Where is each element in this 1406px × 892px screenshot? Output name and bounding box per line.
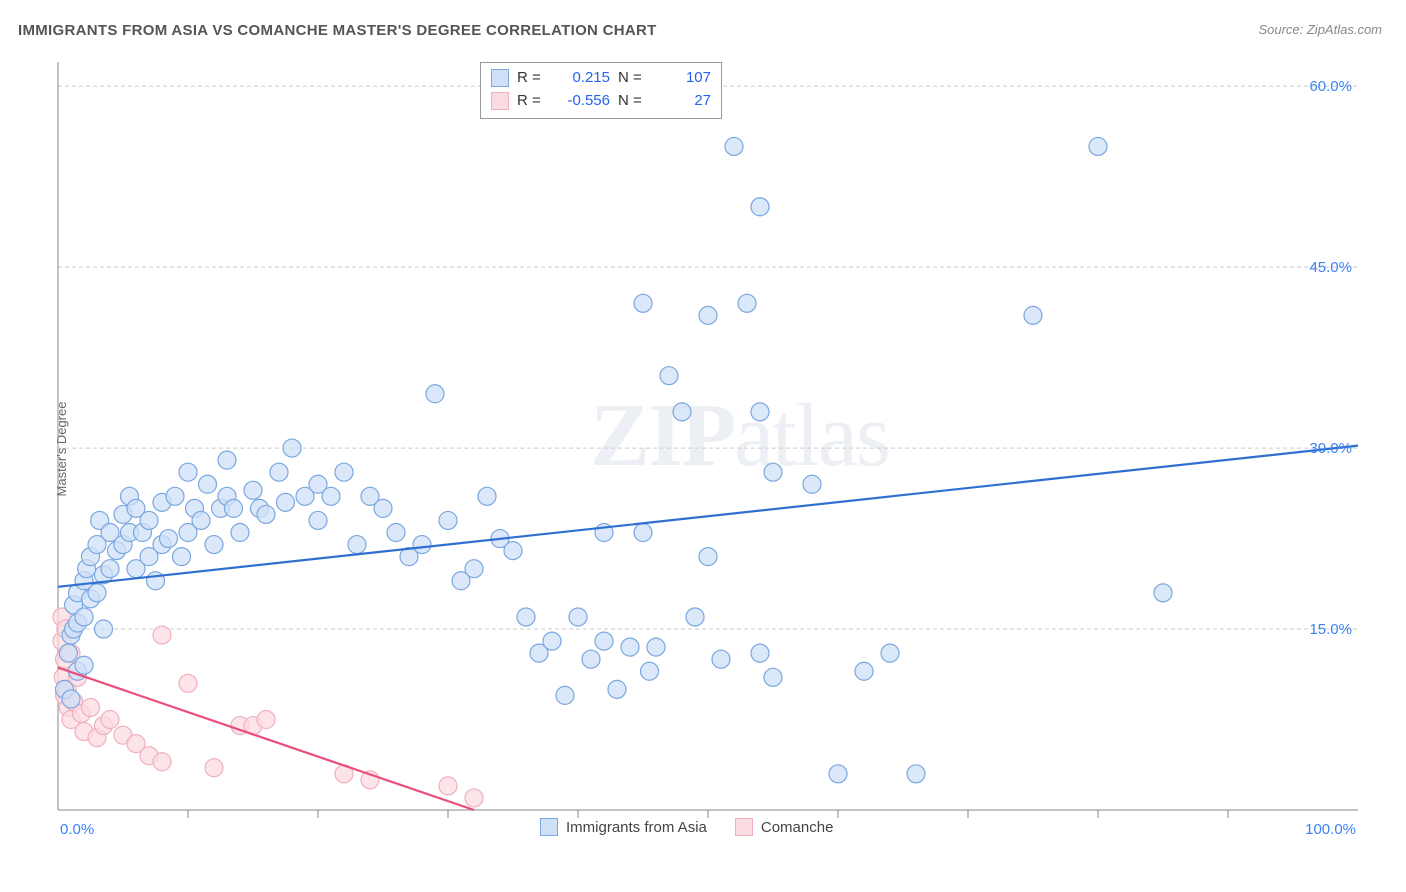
stat-n-asia: 107 bbox=[656, 67, 711, 90]
legend-item-comanche: Comanche bbox=[735, 818, 834, 836]
swatch-comanche bbox=[491, 92, 509, 110]
legend-label-asia: Immigrants from Asia bbox=[566, 819, 707, 836]
svg-text:0.0%: 0.0% bbox=[60, 821, 94, 838]
stat-r-asia: 0.215 bbox=[555, 67, 610, 90]
svg-text:60.0%: 60.0% bbox=[1309, 78, 1352, 95]
stat-r-comanche: -0.556 bbox=[555, 90, 610, 113]
source-attribution: Source: ZipAtlas.com bbox=[1258, 22, 1382, 37]
svg-text:100.0%: 100.0% bbox=[1305, 821, 1356, 838]
scatter-plot-svg: 15.0% 30.0% 45.0% 60.0% 0.0% 100.0% bbox=[50, 54, 1380, 844]
stat-n-label: N = bbox=[618, 67, 648, 90]
stat-r-label: R = bbox=[517, 90, 547, 113]
svg-text:45.0%: 45.0% bbox=[1309, 259, 1352, 276]
chart-title: IMMIGRANTS FROM ASIA VS COMANCHE MASTER'… bbox=[18, 22, 657, 39]
stat-n-comanche: 27 bbox=[656, 90, 711, 113]
legend-swatch-asia bbox=[540, 818, 558, 836]
legend-swatch-comanche bbox=[735, 818, 753, 836]
stat-r-label: R = bbox=[517, 67, 547, 90]
legend: Immigrants from Asia Comanche bbox=[540, 818, 833, 836]
stat-n-label: N = bbox=[618, 90, 648, 113]
svg-text:30.0%: 30.0% bbox=[1309, 440, 1352, 457]
legend-label-comanche: Comanche bbox=[761, 819, 834, 836]
legend-item-asia: Immigrants from Asia bbox=[540, 818, 707, 836]
swatch-asia bbox=[491, 69, 509, 87]
chart-area: Master's Degree ZIPatlas 15.0%30.0%45.0%… bbox=[50, 54, 1380, 844]
stats-row-comanche: R = -0.556 N = 27 bbox=[491, 90, 711, 113]
stats-row-asia: R = 0.215 N = 107 bbox=[491, 67, 711, 90]
correlation-stats-box: R = 0.215 N = 107 R = -0.556 N = 27 bbox=[480, 62, 722, 119]
svg-text:15.0%: 15.0% bbox=[1309, 621, 1352, 638]
